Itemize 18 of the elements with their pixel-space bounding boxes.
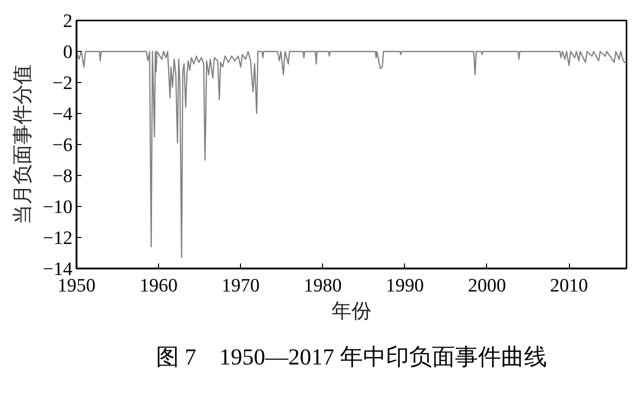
x-axis-title: 年份 [332, 300, 372, 322]
y-tick-label: −6 [52, 135, 73, 156]
y-tick-label: −4 [52, 104, 73, 125]
line-series [76, 50, 626, 258]
y-tick-label: 0 [63, 42, 72, 63]
text: 图 7 1950—2017 年中印负面事件曲线 [156, 344, 547, 370]
y-axis-title: 当月负面事件分值 [12, 64, 34, 224]
x-tick-label: 2010 [550, 276, 588, 296]
y-tick-label: −2 [52, 73, 73, 94]
y-tick-label: −10 [42, 197, 73, 218]
y-tick-label: −8 [52, 166, 73, 187]
x-tick-label: 1960 [140, 276, 178, 296]
x-tick-label: 1990 [386, 276, 424, 296]
y-tick-label: 2 [63, 11, 72, 32]
y-tick-label: −12 [42, 228, 73, 249]
x-tick-label: 1970 [222, 276, 260, 296]
x-tick-label: 2000 [468, 276, 506, 296]
x-tick-label: 1980 [304, 276, 342, 296]
